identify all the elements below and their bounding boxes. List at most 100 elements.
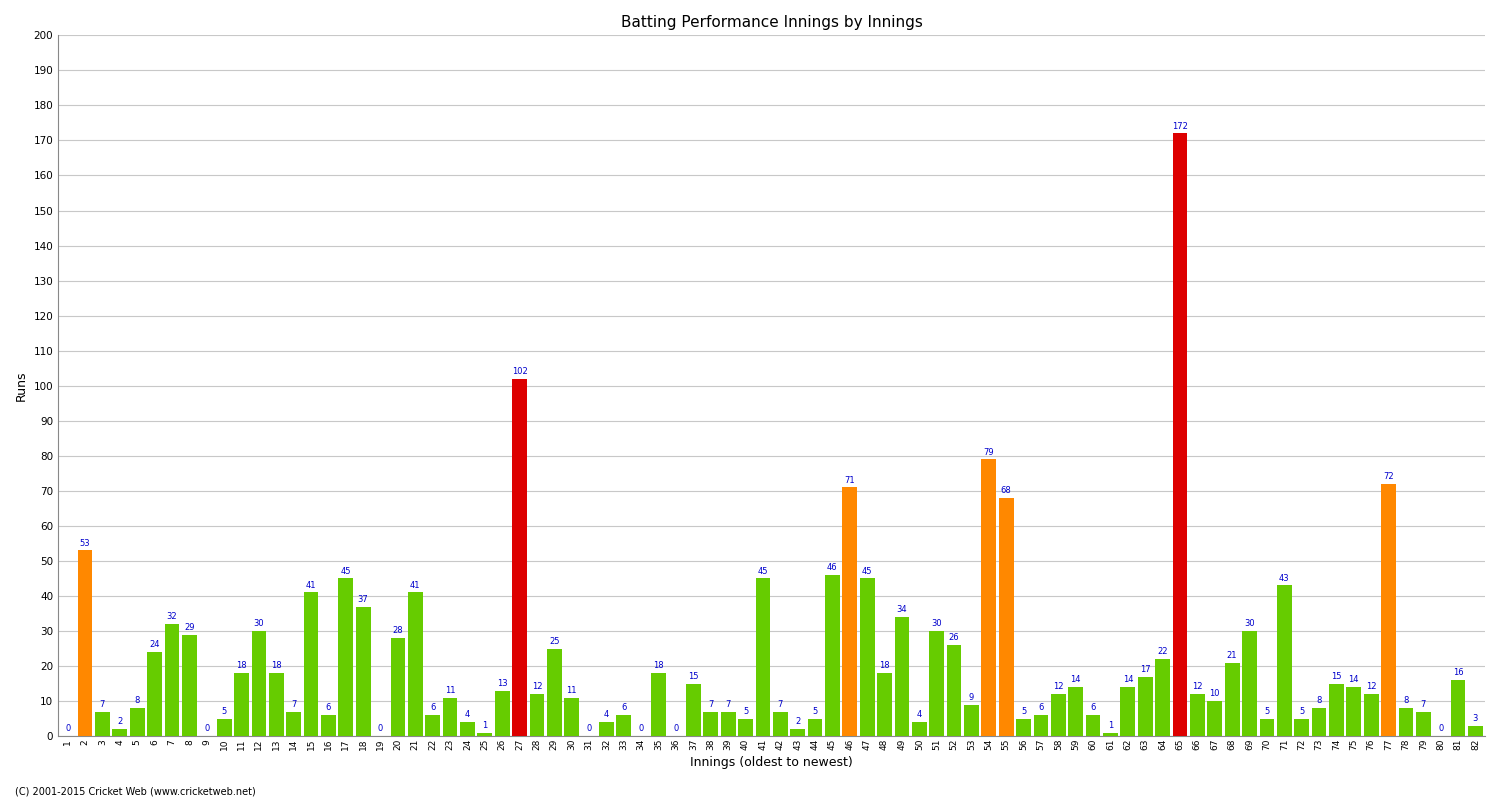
Bar: [912, 722, 927, 736]
Text: 14: 14: [1348, 675, 1359, 684]
Bar: [1190, 694, 1204, 736]
Text: 6: 6: [326, 703, 332, 712]
Text: 102: 102: [512, 367, 528, 376]
Bar: [130, 708, 144, 736]
Bar: [772, 712, 788, 736]
Text: 0: 0: [378, 724, 382, 734]
Text: 71: 71: [844, 475, 855, 485]
Bar: [495, 690, 510, 736]
Text: 7: 7: [1420, 700, 1426, 709]
Bar: [825, 575, 840, 736]
Text: 14: 14: [1071, 675, 1082, 684]
Bar: [616, 715, 632, 736]
Text: 43: 43: [1280, 574, 1290, 582]
Text: 53: 53: [80, 538, 90, 548]
Text: 17: 17: [1140, 665, 1150, 674]
Text: 12: 12: [1192, 682, 1203, 691]
Text: 30: 30: [1244, 619, 1256, 628]
Text: 18: 18: [879, 662, 890, 670]
Bar: [720, 712, 735, 736]
Text: 13: 13: [496, 679, 507, 688]
Bar: [1173, 134, 1188, 736]
Bar: [426, 715, 439, 736]
Text: 5: 5: [813, 707, 818, 716]
Bar: [1468, 726, 1484, 736]
Text: 3: 3: [1473, 714, 1478, 723]
Text: 15: 15: [1330, 672, 1341, 681]
Text: 172: 172: [1172, 122, 1188, 130]
Bar: [268, 673, 284, 736]
Text: 4: 4: [465, 710, 470, 719]
Text: 0: 0: [586, 724, 591, 734]
Text: 45: 45: [340, 566, 351, 576]
Bar: [460, 722, 476, 736]
Text: 72: 72: [1383, 472, 1394, 481]
Bar: [1224, 662, 1239, 736]
Text: 41: 41: [306, 581, 316, 590]
Bar: [999, 498, 1014, 736]
Bar: [790, 729, 806, 736]
Bar: [981, 459, 996, 736]
Bar: [1364, 694, 1378, 736]
Bar: [512, 378, 526, 736]
Bar: [1382, 484, 1396, 736]
Text: 10: 10: [1209, 690, 1219, 698]
Text: 2: 2: [117, 718, 123, 726]
Text: 7: 7: [777, 700, 783, 709]
Bar: [234, 673, 249, 736]
Bar: [1329, 684, 1344, 736]
Text: 5: 5: [1264, 707, 1269, 716]
Text: 30: 30: [254, 619, 264, 628]
Bar: [1242, 631, 1257, 736]
Text: 46: 46: [827, 563, 837, 572]
Text: 45: 45: [862, 566, 873, 576]
Bar: [1311, 708, 1326, 736]
Bar: [548, 649, 561, 736]
Text: 15: 15: [688, 672, 699, 681]
Bar: [1120, 687, 1136, 736]
Text: 34: 34: [897, 606, 908, 614]
Bar: [1450, 680, 1466, 736]
Bar: [651, 673, 666, 736]
Bar: [878, 673, 892, 736]
Bar: [442, 698, 458, 736]
Text: 29: 29: [184, 622, 195, 632]
Text: 4: 4: [604, 710, 609, 719]
Bar: [859, 578, 874, 736]
Text: 30: 30: [932, 619, 942, 628]
Text: 68: 68: [1000, 486, 1011, 495]
Bar: [1398, 708, 1413, 736]
Text: 0: 0: [64, 724, 70, 734]
Text: 6: 6: [430, 703, 435, 712]
Bar: [894, 617, 909, 736]
Bar: [1276, 586, 1292, 736]
Text: 28: 28: [393, 626, 404, 635]
Bar: [738, 718, 753, 736]
Bar: [1260, 718, 1275, 736]
Bar: [930, 631, 944, 736]
Bar: [1155, 659, 1170, 736]
Text: 14: 14: [1122, 675, 1132, 684]
Title: Batting Performance Innings by Innings: Batting Performance Innings by Innings: [621, 15, 922, 30]
Text: 11: 11: [567, 686, 578, 695]
Text: 5: 5: [742, 707, 748, 716]
Bar: [339, 578, 352, 736]
Text: 4: 4: [916, 710, 922, 719]
Bar: [252, 631, 267, 736]
Y-axis label: Runs: Runs: [15, 370, 28, 401]
X-axis label: Innings (oldest to newest): Innings (oldest to newest): [690, 756, 853, 769]
Bar: [182, 634, 196, 736]
Text: 25: 25: [549, 637, 560, 646]
Bar: [843, 487, 856, 736]
Bar: [1034, 715, 1048, 736]
Text: 5: 5: [222, 707, 226, 716]
Text: 0: 0: [1438, 724, 1443, 734]
Bar: [564, 698, 579, 736]
Bar: [408, 593, 423, 736]
Bar: [94, 712, 110, 736]
Bar: [78, 550, 93, 736]
Text: (C) 2001-2015 Cricket Web (www.cricketweb.net): (C) 2001-2015 Cricket Web (www.cricketwe…: [15, 786, 255, 796]
Bar: [303, 593, 318, 736]
Bar: [1416, 712, 1431, 736]
Text: 6: 6: [1038, 703, 1044, 712]
